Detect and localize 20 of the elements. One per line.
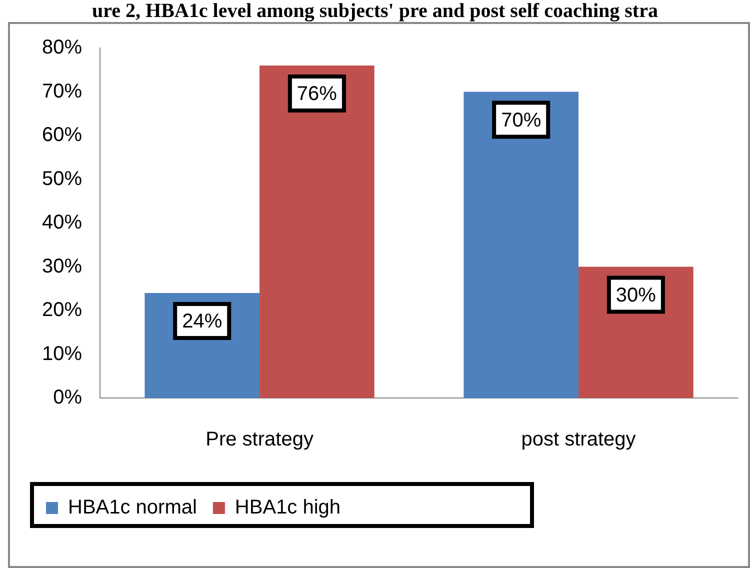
y-tick-label: 0% — [53, 386, 82, 409]
y-tick-label: 10% — [42, 342, 82, 365]
data-label: 30% — [616, 284, 656, 306]
y-tick-label: 80% — [42, 36, 82, 59]
x-tick-label: post strategy — [521, 428, 636, 451]
data-label: 76% — [296, 83, 338, 106]
legend-label: HBA1c high — [234, 496, 341, 519]
y-tick-label: 70% — [42, 80, 82, 102]
y-tick-label: 50% — [42, 168, 82, 190]
bar — [260, 66, 374, 398]
x-tick-label: Pre strategy — [206, 428, 314, 451]
data-label: 24% — [182, 310, 222, 333]
data-label: 70% — [501, 109, 542, 132]
y-tick-label: 40% — [42, 212, 82, 234]
bar — [464, 92, 579, 398]
legend-label: HBA1c normal — [68, 496, 197, 519]
chart-title: ure 2, HBA1c level among subjects' pre and post self coaching stra — [91, 0, 659, 23]
y-tick-label: 20% — [42, 299, 82, 322]
y-tick-label: 30% — [42, 255, 82, 278]
y-tick-label: 60% — [42, 124, 82, 146]
